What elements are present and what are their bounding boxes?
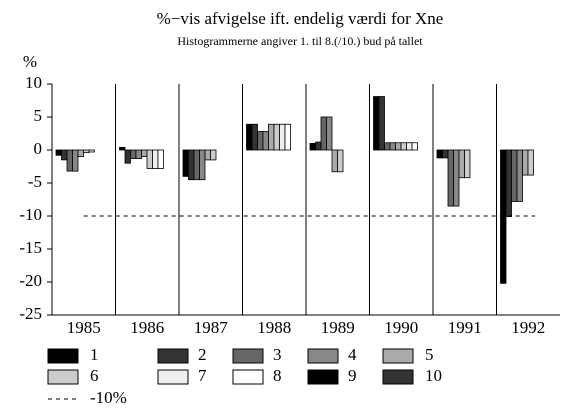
x-tick-label: 1990 xyxy=(384,318,418,337)
bar xyxy=(453,149,460,207)
legend-label: 1 xyxy=(90,345,99,364)
bar xyxy=(130,149,137,159)
bar xyxy=(400,142,407,151)
bar xyxy=(331,149,338,173)
x-tick-label: 1992 xyxy=(511,318,545,337)
bar xyxy=(436,149,443,159)
bar xyxy=(188,149,195,181)
bar xyxy=(246,123,253,151)
bar xyxy=(124,149,131,164)
bar xyxy=(193,149,200,181)
bar xyxy=(279,123,286,151)
legend-label: 6 xyxy=(90,366,99,385)
bar xyxy=(77,149,84,157)
bar xyxy=(384,142,391,151)
bar xyxy=(157,149,164,169)
y-tick-label: 5 xyxy=(34,106,43,125)
bar xyxy=(527,149,534,176)
y-tick-label: -10 xyxy=(19,205,42,224)
legend-label: 5 xyxy=(425,345,434,364)
legend-swatch xyxy=(157,369,189,385)
bar xyxy=(257,131,264,151)
legend-swatch xyxy=(307,369,339,385)
bar xyxy=(284,123,291,151)
y-tick-label: -15 xyxy=(19,238,42,257)
legend-swatch xyxy=(47,348,79,364)
legend-label: 2 xyxy=(198,345,207,364)
bar xyxy=(406,142,413,151)
legend-label: 7 xyxy=(198,366,207,385)
bar xyxy=(119,146,126,151)
legend-label: 8 xyxy=(273,366,282,385)
bar xyxy=(389,142,396,151)
bar xyxy=(152,149,159,169)
bar xyxy=(135,149,142,159)
x-tick-label: 1985 xyxy=(67,318,101,337)
chart-subtitle: Histogrammerne angiver 1. til 8.(/10.) b… xyxy=(177,34,423,48)
bar xyxy=(251,123,258,151)
bar xyxy=(464,149,471,179)
bar xyxy=(182,149,189,177)
legend-label: 10 xyxy=(425,366,442,385)
legend-label: 3 xyxy=(273,345,282,364)
bar xyxy=(411,142,418,151)
bar xyxy=(326,116,333,151)
bar xyxy=(268,123,275,151)
x-tick-label: 1991 xyxy=(448,318,482,337)
bar xyxy=(146,149,153,169)
bar xyxy=(210,149,217,161)
y-axis-label: % xyxy=(23,52,37,71)
bar xyxy=(395,142,402,151)
y-tick-label: 0 xyxy=(34,139,43,158)
legend-swatch xyxy=(47,369,79,385)
bar xyxy=(262,131,269,151)
legend-swatch xyxy=(382,369,414,385)
bar xyxy=(66,149,73,172)
x-tick-label: 1988 xyxy=(257,318,291,337)
bar xyxy=(72,149,79,172)
legend-label: -10% xyxy=(90,388,127,407)
bar xyxy=(516,149,523,202)
x-tick-label: 1987 xyxy=(194,318,229,337)
bar xyxy=(447,149,454,207)
bar xyxy=(199,149,206,181)
legend-label: 9 xyxy=(348,366,357,385)
x-tick-label: 1989 xyxy=(321,318,355,337)
y-tick-label: -20 xyxy=(19,271,42,290)
bar xyxy=(378,96,385,151)
bar xyxy=(55,149,62,156)
bar xyxy=(273,123,280,151)
bar xyxy=(309,142,316,151)
bar xyxy=(83,149,90,154)
bar xyxy=(320,116,327,151)
bar xyxy=(442,149,449,159)
bar xyxy=(88,149,95,153)
legend-swatch xyxy=(157,348,189,364)
bar xyxy=(522,149,529,176)
bar xyxy=(511,149,518,202)
bar xyxy=(337,149,344,173)
y-tick-label: -25 xyxy=(19,304,42,323)
bar xyxy=(61,149,68,161)
legend-label: 4 xyxy=(348,345,357,364)
bar xyxy=(315,141,322,151)
chart-title: %−vis afvigelse ift. endelig værdi for X… xyxy=(157,9,444,28)
legend-swatch xyxy=(307,348,339,364)
bar xyxy=(500,149,507,284)
bar xyxy=(505,149,512,218)
legend-swatch xyxy=(232,369,264,385)
y-tick-label: -5 xyxy=(28,172,42,191)
bar xyxy=(141,149,148,157)
bar xyxy=(373,96,380,151)
bar xyxy=(458,149,465,179)
legend-swatch xyxy=(232,348,264,364)
bar xyxy=(204,149,211,161)
x-tick-label: 1986 xyxy=(130,318,164,337)
y-tick-label: 10 xyxy=(25,73,42,92)
legend-swatch xyxy=(382,348,414,364)
